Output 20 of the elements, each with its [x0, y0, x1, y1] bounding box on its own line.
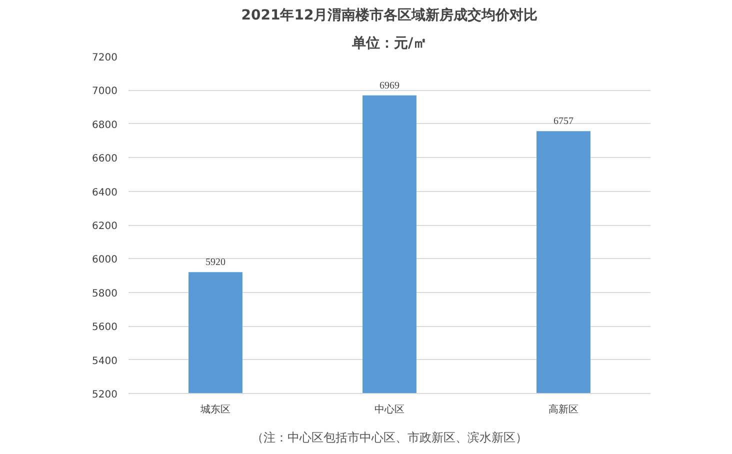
data-label: 6969 — [380, 80, 400, 92]
y-tick-label: 6200 — [92, 221, 118, 232]
x-tick-label: 城东区 — [200, 404, 230, 416]
y-tick-label: 6000 — [92, 254, 118, 266]
y-tick-label: 6400 — [92, 187, 118, 198]
y-tick-label: 7200 — [92, 52, 118, 64]
data-label: 5920 — [206, 257, 226, 268]
y-tick-label: 5400 — [92, 356, 118, 367]
chart-title: 2021年12月渭南楼市各区域新房成交均价对比 — [241, 6, 538, 24]
chart-subtitle: 单位：元/㎡ — [350, 36, 428, 52]
y-tick-label: 6800 — [92, 120, 118, 131]
x-tick-label: 高新区 — [548, 404, 578, 416]
x-tick-label: 中心区 — [374, 404, 404, 416]
text: （注：中心区包括市中心区、市政新区、滨水新区） — [252, 430, 528, 444]
y-tick-label: 5800 — [92, 288, 118, 300]
data-label: 6757 — [554, 116, 574, 128]
y-tick-label: 5600 — [92, 322, 118, 334]
y-tick-label: 7000 — [92, 86, 118, 98]
y-tick-label: 6600 — [92, 154, 118, 165]
y-tick-label: 5200 — [92, 390, 118, 400]
